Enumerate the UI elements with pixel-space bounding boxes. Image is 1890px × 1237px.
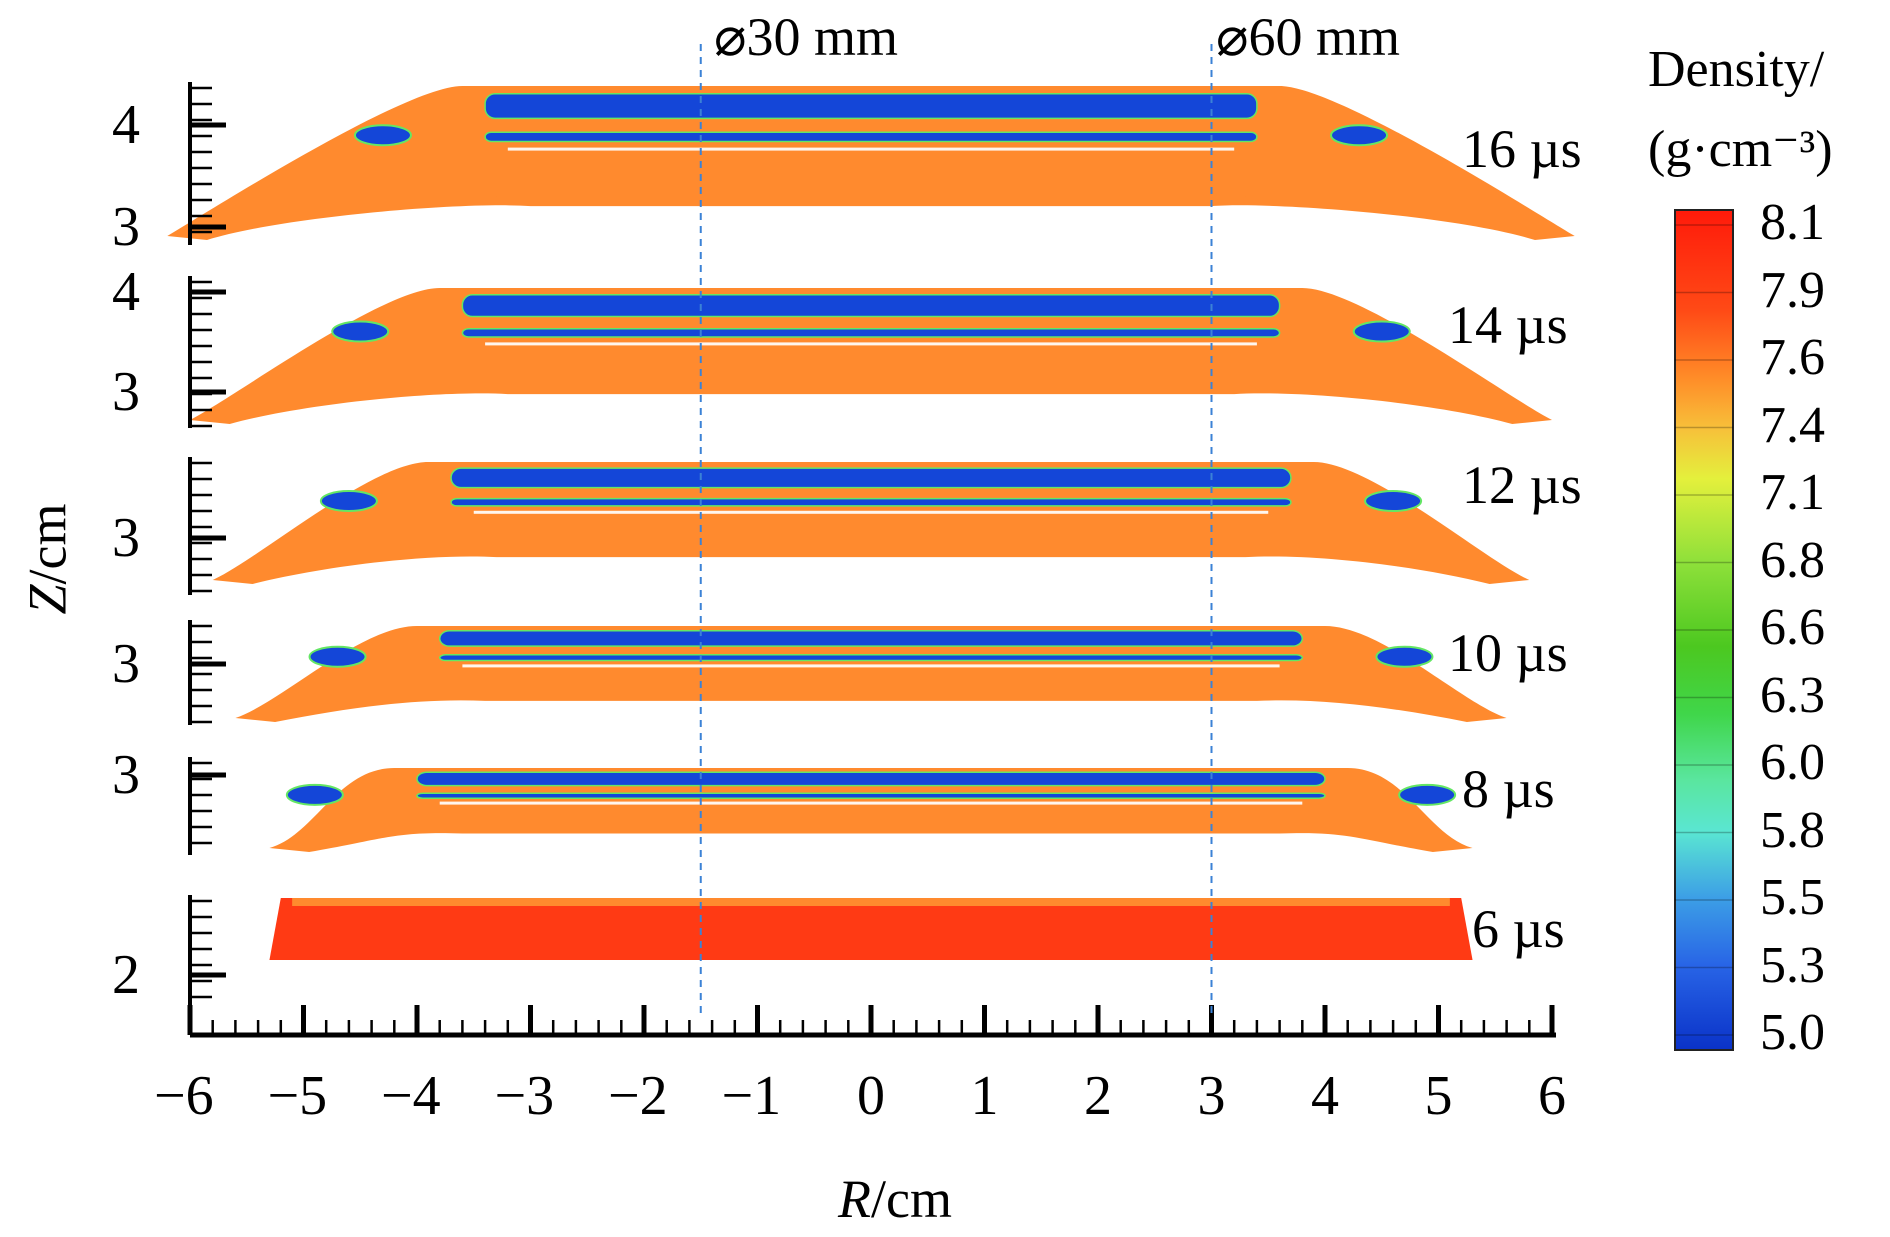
panel-2 — [188, 457, 1530, 595]
x-tick-label-10: 4 — [1311, 1065, 1339, 1127]
panel-4-z-label-0: 3 — [112, 744, 140, 806]
panel-3-time-label: 10 µs — [1448, 623, 1568, 683]
colorbar-label-6: 6.6 — [1760, 599, 1825, 656]
void-upper-3 — [438, 630, 1304, 647]
x-tick-label-4: −2 — [608, 1065, 668, 1127]
x-tick-label-11: 5 — [1424, 1065, 1453, 1127]
spall-right-4 — [1398, 783, 1457, 806]
void-lower-1 — [461, 328, 1281, 338]
liner-body-3 — [451, 666, 1291, 696]
x-tick-label-3: −3 — [494, 1065, 555, 1127]
panel-1-z-label-1: 3 — [112, 361, 140, 423]
panel-4-time-label: 8 µs — [1462, 759, 1555, 819]
spall-left-1 — [331, 320, 390, 343]
colorbar-title: Density/ — [1648, 44, 1824, 96]
void-lower-0 — [484, 131, 1258, 143]
diameter-label-60mm: ⌀60 mm — [1216, 7, 1401, 67]
colorbar — [1674, 209, 1734, 1051]
spall-left-3 — [308, 645, 367, 668]
void-upper-1 — [461, 294, 1281, 318]
colorbar-label-1: 7.9 — [1760, 261, 1825, 319]
colorbar-label-8: 6.0 — [1760, 734, 1825, 791]
x-tick-label-8: 2 — [1084, 1065, 1112, 1127]
colorbar-label-9: 5.8 — [1760, 801, 1825, 859]
liner-body-0 — [496, 150, 1246, 197]
panel-5 — [188, 895, 1473, 1010]
x-tick-label-12: 6 — [1538, 1065, 1566, 1127]
layer-gap-2 — [473, 510, 1269, 514]
colorbar-label-2: 7.6 — [1760, 329, 1825, 386]
panel-0 — [167, 82, 1575, 245]
panel-1-time-label: 14 µs — [1448, 295, 1568, 355]
diameter-lines — [699, 44, 1213, 1018]
colorbar-ticks — [1675, 224, 1733, 1036]
colorbar-label-3: 7.4 — [1760, 396, 1825, 454]
x-tick-label-6: 0 — [857, 1065, 885, 1127]
layer-gap-1 — [485, 342, 1257, 346]
spall-left-4 — [285, 783, 344, 806]
liner-body-2 — [462, 513, 1280, 550]
x-axis-label: R/cm — [838, 1172, 952, 1226]
void-upper-0 — [484, 92, 1258, 120]
spall-right-1 — [1352, 320, 1411, 343]
panel-0-z-label-0: 4 — [112, 94, 140, 156]
colorbar-label-10: 5.5 — [1760, 869, 1825, 926]
panel-1 — [188, 276, 1552, 428]
liner-body-4 — [428, 803, 1314, 829]
spall-left-0 — [353, 124, 412, 147]
void-lower-2 — [450, 497, 1292, 507]
colorbar-title-line2: (g·cm⁻³) — [1648, 121, 1833, 178]
x-axis-label-symbol: R — [838, 1169, 871, 1229]
colorbar-title-units: (g·cm⁻³) — [1648, 124, 1833, 176]
panel-3-z-label-0: 3 — [112, 633, 140, 695]
y-axis-label-symbol: Z — [17, 584, 78, 615]
colorbar-label-12: 5.0 — [1760, 1004, 1825, 1061]
colorbar-gradient — [1674, 209, 1734, 1051]
colorbar-label-0: 8.1 — [1760, 194, 1825, 251]
x-axis-label-unit: /cm — [871, 1169, 952, 1229]
x-tick-label-7: 1 — [970, 1065, 999, 1127]
liner-body-1 — [473, 345, 1269, 386]
panel-1-z-label-0: 4 — [112, 261, 140, 323]
spall-right-2 — [1364, 490, 1423, 513]
spall-left-2 — [319, 490, 378, 513]
diameter-label-30mm: ⌀30 mm — [714, 7, 899, 67]
panel-0-time-label: 16 µs — [1462, 119, 1582, 179]
panel-5-time-label: 6 µs — [1472, 899, 1565, 959]
colorbar-label-4: 7.1 — [1760, 464, 1825, 521]
colorbar-label-5: 6.8 — [1760, 531, 1825, 589]
slab-6us — [269, 898, 1473, 960]
x-tick-label-2: −4 — [381, 1065, 441, 1127]
plot-panels — [167, 82, 1575, 1010]
y-axis-label-unit: /cm — [17, 503, 78, 585]
spall-right-0 — [1330, 124, 1389, 147]
spall-right-3 — [1375, 645, 1434, 668]
x-tick-label-0: −6 — [154, 1065, 214, 1127]
layer-gap-4 — [439, 801, 1303, 805]
panel-2-time-label: 12 µs — [1462, 455, 1582, 515]
panel-0-z-label-1: 3 — [112, 196, 140, 258]
y-axis-label: Z/cm — [17, 503, 78, 615]
x-tick-label-9: 3 — [1197, 1065, 1226, 1127]
x-tick-label-1: −5 — [267, 1065, 328, 1127]
colorbar-label-7: 6.3 — [1760, 666, 1825, 724]
void-upper-2 — [450, 467, 1292, 489]
panel-3 — [188, 620, 1507, 725]
layer-gap-0 — [507, 147, 1235, 151]
void-lower-3 — [438, 654, 1304, 662]
x-axis — [187, 1005, 1556, 1038]
void-lower-4 — [416, 792, 1326, 799]
colorbar-label-11: 5.3 — [1760, 936, 1825, 994]
slab-6us-top-edge — [292, 898, 1450, 906]
panel-5-z-label-0: 2 — [112, 944, 140, 1006]
panel-4 — [188, 757, 1473, 855]
void-upper-4 — [416, 771, 1326, 787]
x-tick-label-5: −1 — [721, 1065, 782, 1127]
panel-2-z-label-0: 3 — [112, 507, 140, 569]
layer-gap-3 — [462, 664, 1280, 668]
colorbar-title-line1: Density/ — [1648, 41, 1825, 98]
